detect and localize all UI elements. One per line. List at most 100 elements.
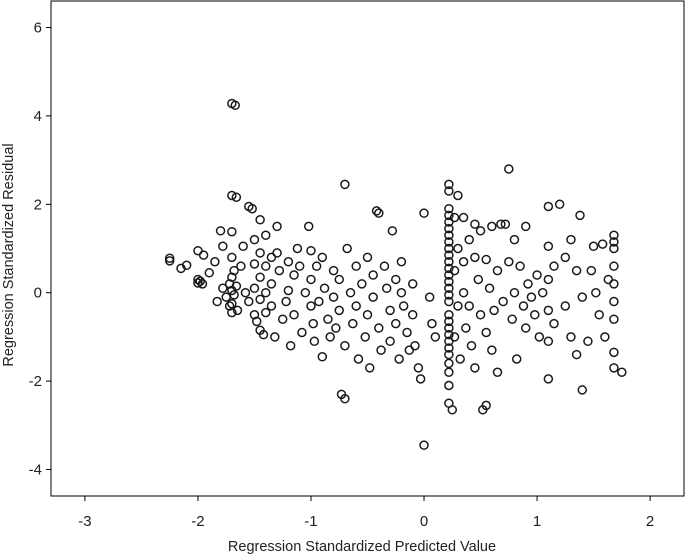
data-point (609, 230, 619, 240)
data-point (272, 248, 282, 258)
data-point (210, 257, 220, 267)
data-point (489, 305, 499, 316)
data-point (543, 201, 554, 212)
data-point (266, 301, 277, 311)
data-point (609, 347, 619, 358)
data-point (396, 287, 407, 298)
data-point (537, 287, 548, 298)
x-tick-label: -2 (191, 513, 204, 530)
data-point (413, 363, 424, 373)
data-point (195, 276, 205, 286)
data-point (215, 226, 226, 236)
data-point (261, 261, 271, 271)
data-point (543, 336, 554, 347)
data-point (444, 250, 454, 260)
data-point (376, 345, 386, 355)
data-point (371, 206, 382, 216)
data-point (507, 314, 517, 324)
data-point (212, 296, 222, 307)
data-point (261, 287, 271, 298)
data-point (319, 283, 330, 294)
data-point (193, 278, 203, 288)
data-point (368, 270, 378, 280)
data-point (453, 301, 463, 311)
data-point (481, 400, 491, 411)
data-point (340, 340, 350, 351)
data-point (424, 292, 435, 302)
data-point (617, 367, 627, 377)
data-point (591, 287, 601, 298)
data-point (306, 301, 316, 311)
data-point (464, 234, 474, 245)
data-point (227, 190, 237, 201)
data-point (534, 332, 545, 342)
data-point (306, 245, 316, 256)
data-point (560, 301, 571, 311)
data-point (227, 252, 237, 263)
x-tick-label: -3 (78, 513, 91, 530)
data-point (609, 261, 619, 271)
data-point (575, 210, 585, 221)
data-point (221, 292, 231, 302)
data-point (261, 307, 271, 318)
data-point (509, 287, 520, 298)
data-point (351, 261, 361, 271)
data-point (444, 230, 454, 240)
data-point (475, 226, 486, 236)
data-point (444, 283, 454, 294)
data-point (444, 296, 454, 307)
data-point (444, 179, 454, 190)
x-tick-label: 1 (533, 513, 541, 530)
data-point (583, 336, 593, 347)
data-point (449, 212, 460, 223)
data-point (281, 296, 291, 307)
data-point (511, 354, 522, 364)
data-point (530, 310, 540, 320)
data-point (244, 296, 254, 307)
x-tick-label: 2 (646, 513, 654, 530)
data-point (609, 279, 619, 289)
data-point (496, 219, 506, 229)
data-point (600, 332, 610, 342)
y-tick-label: 6 (34, 20, 42, 37)
data-point (464, 301, 474, 311)
data-point (309, 336, 320, 347)
data-point (277, 314, 288, 324)
data-point (381, 283, 392, 294)
data-point (289, 270, 299, 280)
data-point (218, 283, 228, 294)
data-point (427, 318, 437, 329)
x-tick-label: 0 (420, 513, 428, 530)
data-point (481, 254, 491, 265)
data-point (549, 261, 559, 271)
data-point (285, 340, 296, 351)
data-point (444, 257, 454, 267)
data-point (353, 354, 364, 364)
data-point (328, 292, 339, 302)
data-point (197, 279, 208, 289)
data-point (549, 318, 559, 329)
data-point (227, 226, 237, 237)
data-point (498, 296, 508, 307)
data-point (526, 292, 537, 302)
data-point (255, 215, 265, 225)
data-point (340, 179, 350, 190)
data-point (504, 257, 514, 267)
data-point (554, 199, 565, 210)
data-point (255, 248, 265, 258)
data-point (198, 250, 209, 260)
data-point (419, 208, 429, 218)
data-point (504, 164, 514, 174)
data-point (415, 374, 426, 384)
data-point (594, 310, 604, 320)
data-point (571, 265, 582, 276)
data-point (407, 310, 418, 320)
data-point (455, 354, 465, 364)
x-axis: -3 -2 -1 0 1 2 (78, 496, 654, 530)
data-point (447, 405, 458, 415)
data-point (402, 327, 412, 338)
y-axis: -4 -2 0 2 4 6 (29, 20, 51, 478)
data-point (297, 327, 307, 338)
data-point (543, 374, 554, 384)
